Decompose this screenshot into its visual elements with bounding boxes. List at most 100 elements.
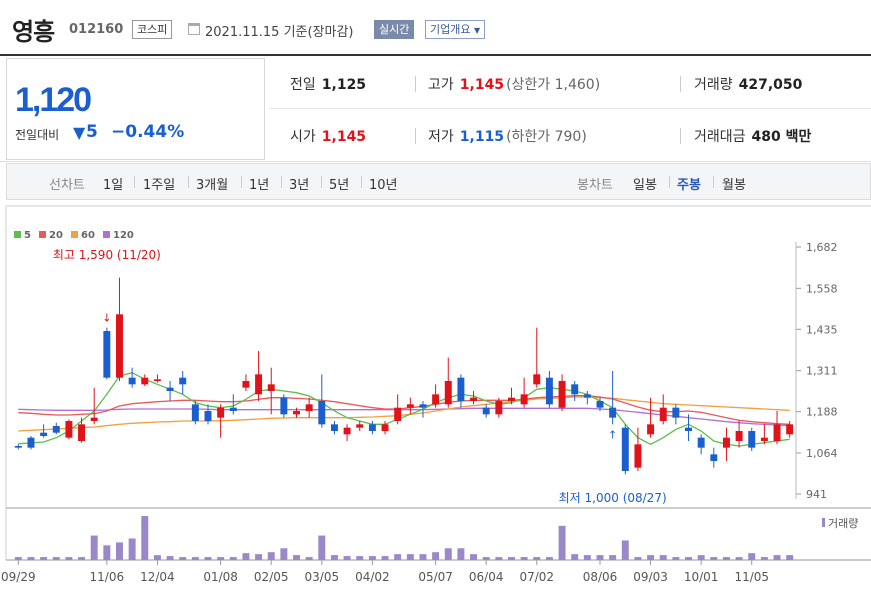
x-tick-label: 09/29 [1,570,36,584]
candle-body [280,397,288,415]
volume-bar [760,557,768,560]
period-3m[interactable]: 3개월 [196,178,229,193]
candle-body [596,401,604,408]
volume-bar [204,557,212,560]
candle-body [710,454,718,461]
candle-body [318,401,326,425]
down-arrow-icon: ▼ [73,123,86,142]
high-annotation: 최고 1,590 (11/20) [53,248,161,262]
upper-limit: (상한가 1,460) [506,77,601,93]
candle-body [545,377,553,405]
volume-bar [520,557,528,560]
candle-body [78,424,86,441]
candle-body [735,431,743,441]
base-date: 2021.11.15 기준(장마감) [205,25,354,40]
candle-body [381,424,389,431]
x-tick-label: 12/04 [140,570,175,584]
candle-body [659,407,667,421]
candle-body [672,407,680,418]
volume-bar [40,557,48,560]
open-price: 시가 1,145 [290,126,366,146]
market-badge: 코스피 [132,20,173,39]
candle-body [419,404,427,408]
candle-body [27,437,35,448]
x-tick-label: 11/05 [734,570,769,584]
period-10y[interactable]: 10년 [369,178,398,193]
low-arrow-icon: ↑ [608,428,617,441]
divider [134,176,135,188]
y-tick-label: 1,435 [806,323,838,336]
volume-bar [381,556,389,560]
candle-daily[interactable]: 일봉 [633,178,657,193]
volume-bar [596,555,604,560]
company-overview-dropdown[interactable]: 기업개요 ▼ [425,20,486,39]
candle-body [482,407,490,415]
calendar-icon [188,23,200,35]
trade-amount: 거래대금 480 백만 [694,126,811,146]
candle-body [204,411,212,421]
volume-bar [229,557,237,560]
y-tick-label: 1,064 [806,447,838,460]
volume-bar [432,552,440,560]
amount-value: 480 백만 [751,129,812,145]
volume-bar [368,556,376,560]
x-tick-label: 08/06 [583,570,618,584]
candle-body [356,424,364,428]
period-3y[interactable]: 3년 [289,178,310,193]
volume-bar [116,542,123,560]
candle-body [217,407,225,418]
high-value: 1,145 [459,77,505,93]
y-tick-label: 1,188 [806,406,838,419]
volume-bar [444,548,452,560]
period-1y[interactable]: 1년 [249,178,270,193]
volume-bar [343,556,351,560]
candle-body [368,424,376,431]
volume-bar [267,552,275,560]
stock-name: 영흥 [12,18,55,46]
volume-bar [65,557,73,560]
high-label: 고가 [428,77,454,93]
candle-body [65,421,73,438]
candle-chart-label: 봉차트 [577,178,613,193]
low-price: 저가 1,115 (하한가 790) [428,126,587,146]
divider [361,176,362,188]
period-1d[interactable]: 1일 [103,178,124,193]
divider [281,176,282,188]
prev-close: 전일 1,125 [290,74,366,94]
candle-body [508,397,515,401]
candle-weekly[interactable]: 주봉 [677,178,701,193]
candle-body [621,427,629,471]
candle-body [722,437,730,448]
period-5y[interactable]: 5년 [329,178,350,193]
volume-bar [27,557,35,560]
candlestick-chart: 5 20 60 120 1,682 1,558 1,435 1,311 1,188 1,064 9… [1,205,871,584]
volume-bar [508,557,515,560]
period-1w[interactable]: 1주일 [143,178,176,193]
candle-body [495,401,503,415]
prev-close-label: 전일 [290,77,316,93]
volume-bar [166,556,174,560]
x-tick-label: 09/03 [633,570,668,584]
candle-body [520,394,528,405]
volume-bar [659,555,667,560]
candle-body [305,404,313,411]
x-axis: 09/29 11/06 12/04 01/08 02/05 03/05 04/02 05/07… [1,560,769,584]
candle-body [583,394,591,398]
divider [713,176,714,188]
candle-body [166,387,174,391]
realtime-button[interactable]: 실시간 [374,20,415,39]
candles [14,277,794,475]
high-arrow-icon: ↓ [102,312,111,325]
candle-body [40,432,48,436]
volume-bar [634,557,642,560]
candle-monthly[interactable]: 월봉 [722,178,746,193]
change-label: 전일대비 [15,128,60,142]
candle-body [343,427,351,435]
annotations: 최고 1,590 (11/20) ↓ ↑ 최저 1,000 (08/27) [53,248,667,505]
volume-bar [672,557,680,560]
volume-bar [722,557,730,560]
volume-bars: 거래량 [14,516,858,560]
candle-body [444,381,452,405]
volume-stat: 거래량 427,050 [694,74,802,94]
y-tick-label: 1,558 [806,282,838,295]
